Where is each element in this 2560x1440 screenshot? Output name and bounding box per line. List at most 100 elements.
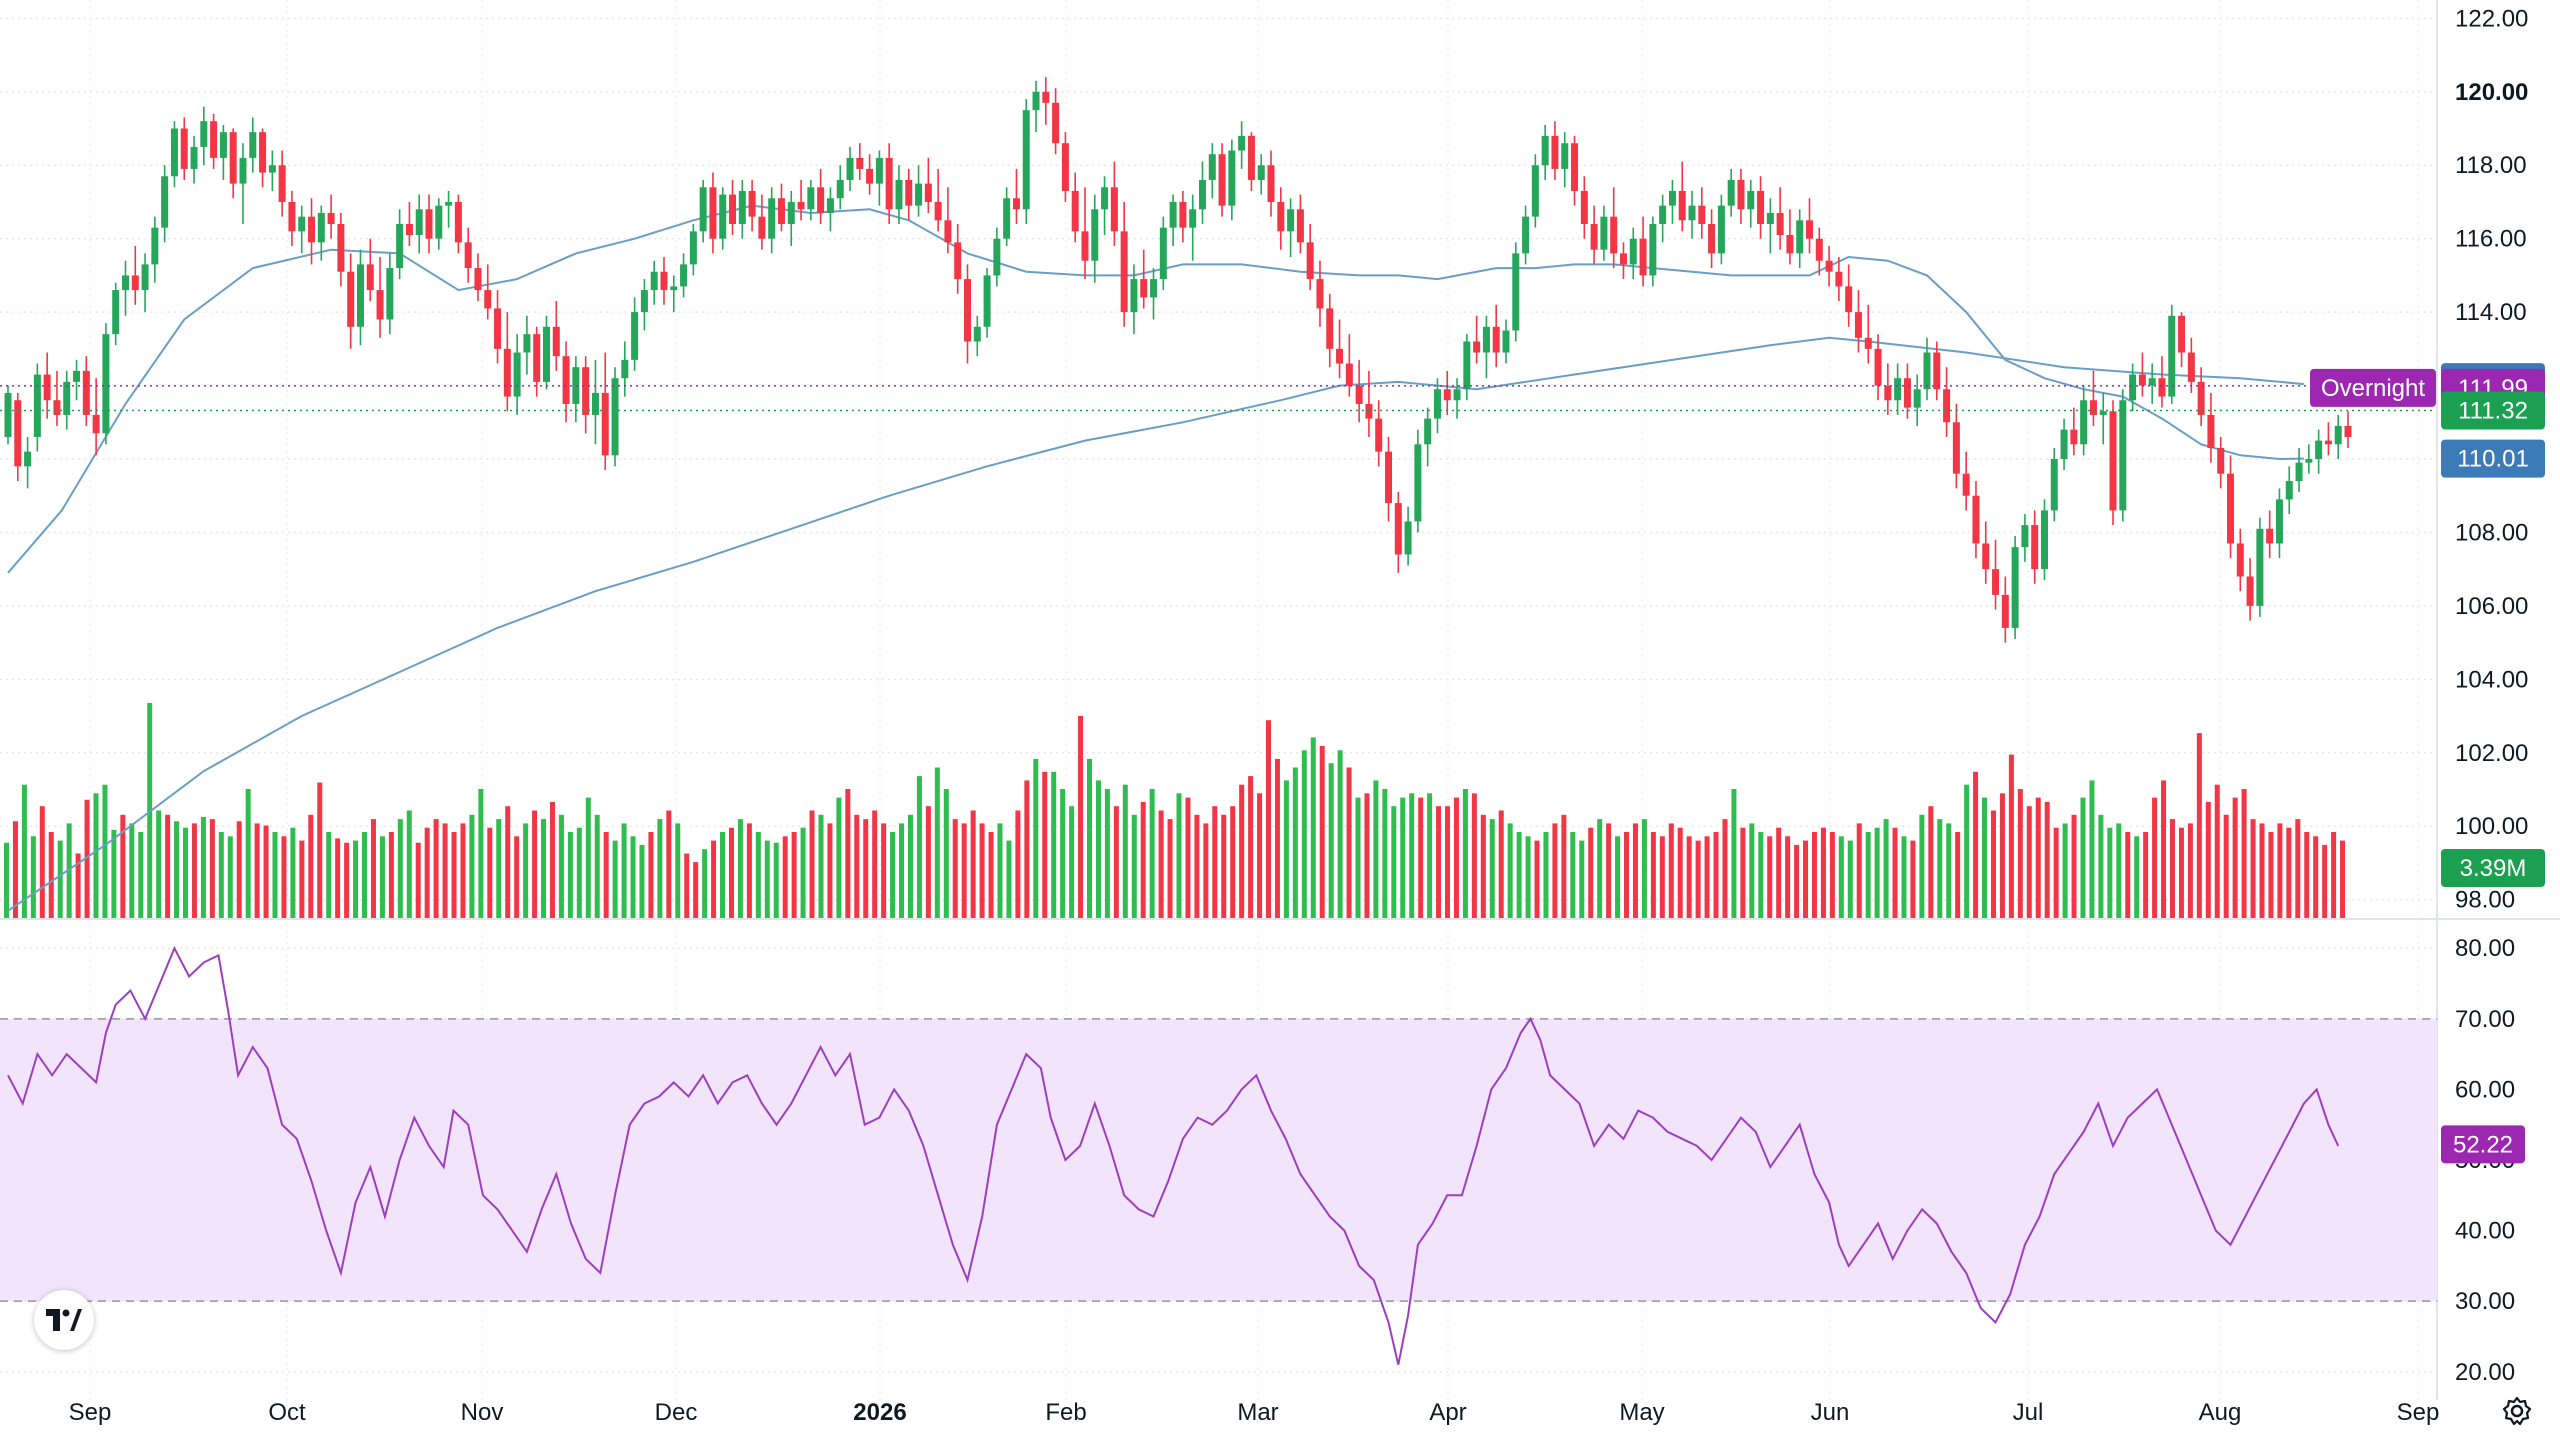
candle-body [768, 198, 776, 239]
candle-body [1590, 223, 1598, 250]
candle-body [1257, 165, 1265, 180]
volume-bar [2205, 801, 2211, 918]
volume-bar [1570, 832, 1576, 918]
candle-body [1541, 135, 1549, 166]
volume-bar [1955, 832, 1961, 918]
candle-body [1277, 201, 1285, 232]
candle-body [102, 334, 110, 434]
volume-bar [442, 823, 448, 918]
volume-bar [1982, 797, 1988, 918]
volume-bar [1140, 801, 1146, 918]
candle-body [983, 275, 991, 327]
candle-body [1649, 223, 1657, 276]
candle-body [738, 190, 746, 224]
candle-body [268, 165, 276, 173]
volume-badge-text: 3.39M [2460, 855, 2527, 882]
candle-body [435, 205, 443, 239]
volume-bar [496, 819, 502, 918]
volume-bar [1999, 793, 2005, 918]
time-tick-label: Aug [2199, 1399, 2242, 1426]
volume-bar [120, 814, 126, 918]
candle-body [121, 275, 129, 291]
volume-bar [66, 823, 72, 918]
settings-gear-icon[interactable] [2500, 1394, 2534, 1428]
volume-bar [666, 810, 672, 918]
candle-body [1502, 330, 1510, 353]
candle-body [689, 231, 697, 265]
candle-body [1003, 198, 1011, 239]
volume-bar [630, 836, 636, 918]
volume-badge-bg [2441, 849, 2545, 887]
volume-bar [1355, 797, 1361, 918]
volume-bar [2259, 823, 2265, 918]
candle-body [758, 216, 766, 239]
volume-bar [532, 810, 538, 918]
volume-bar [2214, 784, 2220, 918]
volume-bar [21, 784, 27, 918]
volume-bar [335, 838, 341, 918]
volume-bar [415, 842, 421, 918]
candle-body [1355, 385, 1363, 404]
volume-bar [1928, 806, 1934, 918]
candle-body [2021, 525, 2029, 548]
time-tick-label: Nov [461, 1399, 504, 1426]
volume-bar [209, 819, 215, 918]
volume-bar [1391, 806, 1397, 918]
time-axis[interactable]: Sep Oct Nov Dec 2026 Feb Mar Apr May Jun Jul Aug Sep [69, 1399, 2440, 1426]
candle-body [405, 223, 413, 236]
candle-body [1972, 495, 1980, 544]
candle-body [1296, 209, 1304, 243]
volume-bar [2017, 789, 2023, 918]
candle-body [1737, 179, 1745, 210]
candle-body [650, 271, 658, 291]
volume-bar [988, 832, 994, 918]
volume-bar [2277, 823, 2283, 918]
candle-body [777, 198, 785, 224]
volume-bar [2178, 827, 2184, 918]
candle-body [1404, 521, 1412, 555]
volume-bar [174, 821, 180, 918]
volume-bar [39, 806, 45, 918]
volume-bar [460, 823, 466, 918]
candle-body [1306, 242, 1314, 280]
candle-body [1659, 205, 1667, 224]
volume-bar [1274, 758, 1280, 918]
candle-body [503, 348, 511, 397]
volume-bar [621, 823, 627, 918]
volume-bar [1024, 780, 1030, 918]
volume-bar [2304, 832, 2310, 918]
volume-bar [370, 819, 376, 918]
candle-body [63, 381, 71, 415]
volume-bar [1445, 806, 1451, 918]
volume-bar [720, 832, 726, 918]
candle-body [787, 201, 795, 224]
volume-bar [1713, 832, 1719, 918]
volume-bar [1373, 780, 1379, 918]
volume-bar [75, 853, 81, 918]
candle-body [190, 146, 198, 169]
moving-average-line [7, 336, 2304, 912]
candle-body [308, 216, 316, 243]
candle-body [4, 392, 12, 437]
candle-body [1482, 326, 1490, 353]
candle-body [2178, 315, 2186, 353]
candle-body [2080, 400, 2088, 445]
candle-body [709, 187, 717, 239]
volume-bar [737, 819, 743, 918]
volume-bar [2008, 754, 2014, 918]
candle-body [1796, 220, 1804, 254]
volume-bar [1266, 720, 1272, 918]
candle-body [53, 400, 61, 415]
volume-bar [1212, 806, 1218, 918]
candle-body [259, 132, 267, 173]
volume-bar [890, 832, 896, 918]
tradingview-logo-icon[interactable] [34, 1290, 94, 1350]
volume-bar [1883, 819, 1889, 918]
candle-body [474, 268, 482, 291]
volume-bar [1829, 832, 1835, 918]
volume-bar [138, 832, 144, 918]
volume-bar [872, 810, 878, 918]
